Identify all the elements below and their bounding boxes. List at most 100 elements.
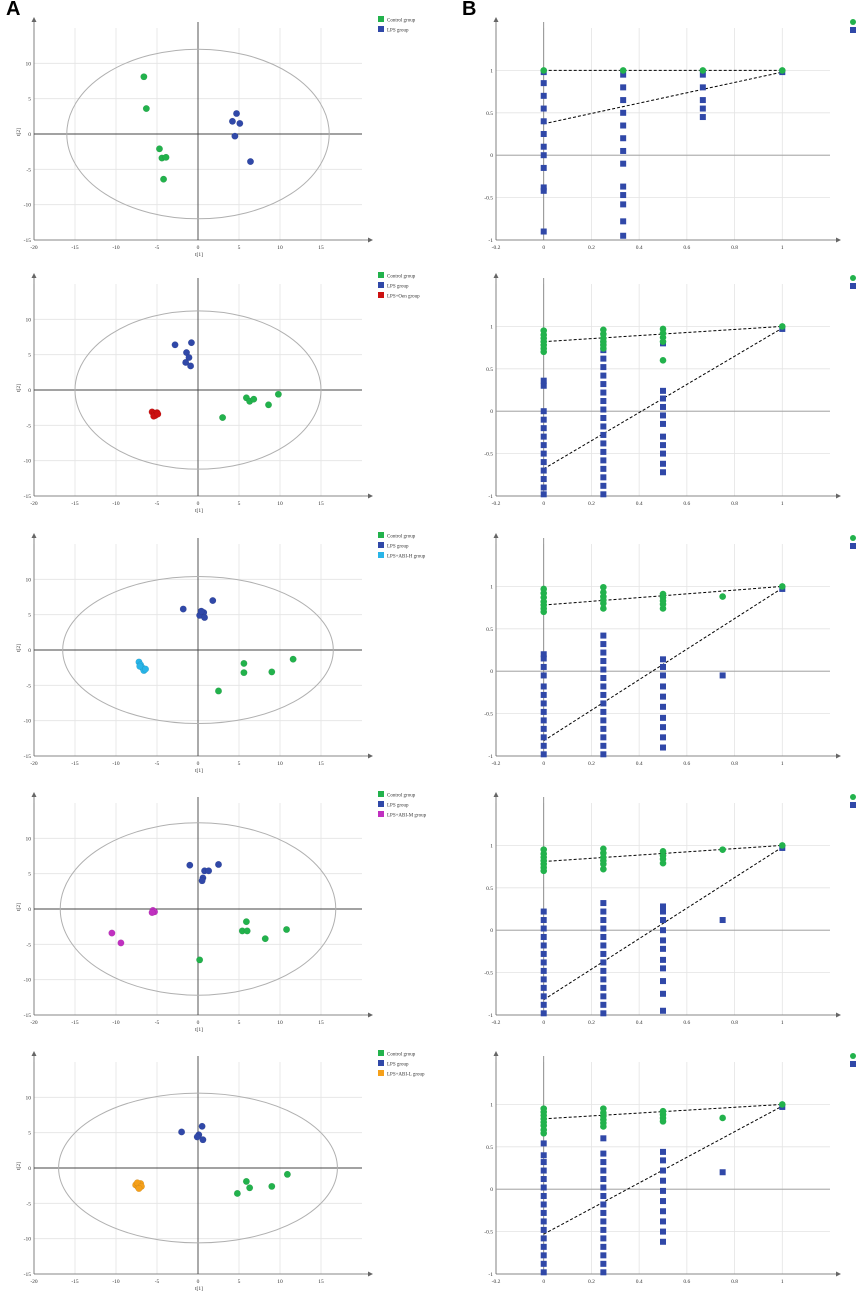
score-point <box>108 929 116 937</box>
score-point <box>201 613 209 621</box>
q2-point <box>660 990 666 997</box>
q2-point <box>660 927 666 934</box>
score-point <box>198 877 206 885</box>
legend-swatch <box>378 532 384 538</box>
y-tick-label: -5 <box>26 1201 31 1207</box>
legend-label: Control group <box>387 794 416 799</box>
q2-point <box>660 1208 666 1215</box>
score-point <box>233 110 241 118</box>
score-point <box>268 1182 276 1190</box>
x-axis-arrow <box>368 1012 373 1018</box>
q2-point <box>540 484 547 491</box>
q2-point <box>660 1198 666 1205</box>
chart-b4: -0.200.20.40.60.81-1-0.500.51R2Q2 <box>484 792 856 1026</box>
r2-point <box>699 67 707 74</box>
q2-regression-line <box>543 327 783 470</box>
y-tick-label: -1 <box>488 238 493 244</box>
x-tick-label: -10 <box>112 501 120 507</box>
y-tick-label: -1 <box>488 754 493 760</box>
x-tick-label: -20 <box>30 1020 38 1026</box>
legend-swatch <box>378 1050 384 1056</box>
score-point <box>265 401 273 409</box>
x-tick-label: 1 <box>781 1020 784 1026</box>
x-tick-label: -0.2 <box>492 1020 501 1026</box>
q2-point <box>540 1269 547 1276</box>
score-point <box>236 119 244 127</box>
q2-point <box>540 942 547 949</box>
y-axis-label: t[2] <box>16 644 22 652</box>
q2-point <box>600 1176 607 1183</box>
score-point <box>242 1177 250 1185</box>
q2-point <box>660 956 666 963</box>
x-axis-arrow <box>836 1271 841 1277</box>
q2-point <box>540 1201 547 1208</box>
q2-point <box>620 84 627 91</box>
q2-point <box>600 1252 607 1259</box>
legend-label: Control group <box>387 1053 416 1058</box>
y-tick-label: 0 <box>28 907 31 913</box>
r2-point <box>600 583 607 591</box>
q2-point <box>719 917 726 924</box>
chart-b1: -0.200.20.40.60.81-1-0.500.51R2Q2 <box>484 17 856 251</box>
q2-point <box>540 416 547 423</box>
q2-point <box>660 442 666 449</box>
y-tick-label: 10 <box>26 836 32 842</box>
q2-point <box>600 632 607 639</box>
q2-point <box>660 1187 666 1194</box>
y-axis-arrow <box>493 273 499 278</box>
q2-point <box>600 1167 607 1174</box>
score-point <box>193 1133 201 1141</box>
x-tick-label: 0 <box>197 245 200 251</box>
q2-point <box>660 1228 666 1235</box>
q2-point <box>660 450 666 457</box>
r2-point <box>540 867 548 875</box>
x-tick-label: -5 <box>155 245 160 251</box>
q2-point <box>600 364 607 371</box>
q2-point <box>600 1269 607 1276</box>
q2-point <box>540 152 547 159</box>
x-tick-label: 10 <box>277 761 283 767</box>
x-axis-label: t[1] <box>195 252 203 258</box>
y-tick-label: 5 <box>28 353 31 359</box>
q2-point <box>660 937 666 944</box>
q2-point <box>600 666 607 673</box>
x-tick-label: 0.6 <box>683 761 690 767</box>
x-axis-label: t[1] <box>195 1286 203 1292</box>
legend-swatch <box>378 542 384 548</box>
q2-point <box>540 663 547 670</box>
r2-point <box>540 1129 548 1137</box>
score-point <box>140 73 148 81</box>
score-point <box>261 935 269 943</box>
q2-point <box>540 1140 547 1147</box>
x-tick-label: -15 <box>71 761 79 767</box>
score-point <box>187 339 195 347</box>
y-tick-label: 0 <box>490 1187 493 1193</box>
score-point <box>196 956 204 964</box>
q2-point <box>600 1226 607 1233</box>
legend-swatch <box>378 272 384 278</box>
y-tick-label: -10 <box>24 719 32 725</box>
hotelling-ellipse <box>59 822 337 996</box>
y-tick-label: -15 <box>24 238 32 244</box>
y-tick-label: -0.5 <box>484 971 493 977</box>
q2-point <box>600 491 607 498</box>
q2-point <box>600 658 607 665</box>
y-axis-label: t[2] <box>16 384 22 392</box>
score-point <box>243 927 251 935</box>
score-point <box>154 410 162 418</box>
y-tick-label: -1 <box>488 494 493 500</box>
q2-point <box>600 448 607 455</box>
q2-point <box>660 978 666 985</box>
score-point <box>205 867 213 875</box>
q2-point <box>540 476 547 483</box>
q2-point <box>600 1218 607 1225</box>
x-tick-label: 5 <box>238 1279 241 1285</box>
q2-point <box>540 164 547 171</box>
x-axis-arrow <box>836 493 841 499</box>
q2-point <box>600 381 607 388</box>
y-tick-label: -1 <box>488 1013 493 1019</box>
q2-point <box>620 218 627 225</box>
score-point <box>209 597 217 605</box>
q2-point <box>540 1260 547 1267</box>
